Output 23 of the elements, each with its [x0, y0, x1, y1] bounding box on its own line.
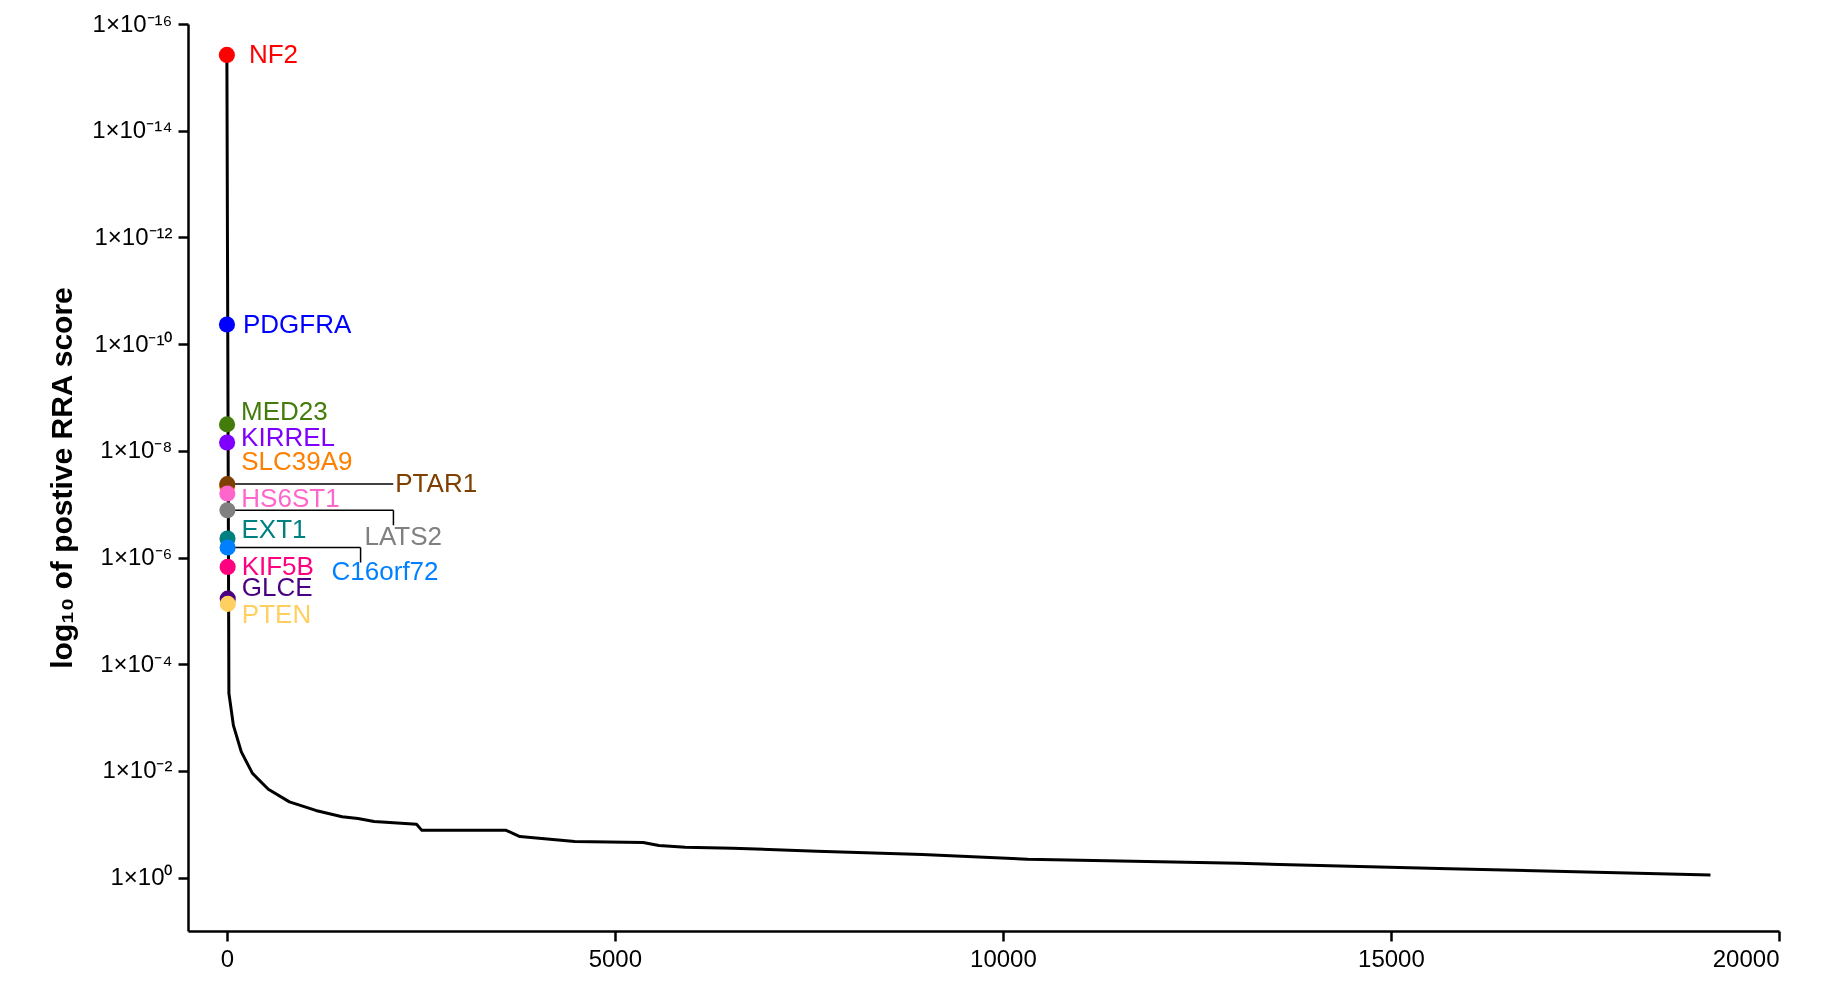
y-tick-label: 1×10⁻¹²	[94, 222, 173, 250]
x-tick-label: 15000	[1358, 944, 1425, 972]
series-label: EXT1	[241, 513, 307, 544]
x-tick-label: 20000	[1712, 944, 1780, 972]
series-label: PTEN	[241, 598, 312, 629]
y-tick-label: 1×10⁻⁴	[100, 649, 173, 677]
x-tick-label: 5000	[588, 944, 643, 972]
text: PTAR1	[395, 468, 478, 499]
series-label: HS6ST1	[241, 483, 340, 514]
x-tick-label: 0	[220, 944, 234, 972]
series-label: NF2	[248, 38, 299, 69]
y-axis-title: log₁₀ of postive RRA score	[45, 287, 79, 669]
y-tick-label: 1×10⁰	[110, 863, 173, 891]
y-tick-label: 1×10⁻¹⁰	[94, 329, 173, 357]
y-tick-label: 1×10⁻¹⁴	[92, 116, 173, 144]
y-tick-label: 1×10⁻²	[102, 756, 173, 784]
y-tick-label: 1×10⁻¹⁶	[92, 9, 173, 37]
x-tick-label: 10000	[970, 944, 1037, 972]
text: LATS2	[364, 521, 442, 552]
text: C16orf72	[331, 555, 439, 586]
series-label: PDGFRA	[242, 308, 352, 339]
y-tick-label: 1×10⁻⁸	[100, 436, 173, 464]
y-tick-label: 1×10⁻⁶	[100, 543, 173, 571]
